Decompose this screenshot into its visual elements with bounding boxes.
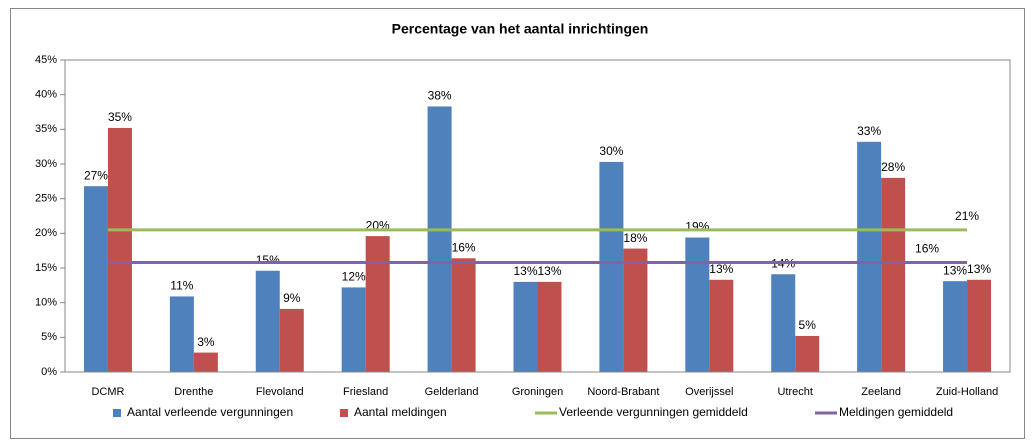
y-tick-label: 30% [35,158,57,170]
bar [685,237,710,372]
data-label: 35% [108,110,132,124]
data-label: 30% [599,144,623,158]
bar [169,296,194,372]
legend-label: Verleende vergunningen gemiddeld [559,405,748,419]
x-tick-label: Groningen [512,386,563,398]
y-tick-label: 45% [35,54,57,66]
x-tick-label: DCMR [91,386,124,398]
data-label: 3% [197,335,215,349]
y-tick-label: 15% [35,262,57,274]
bar [279,308,304,372]
legend-label: Meldingen gemiddeld [839,405,953,419]
data-label: 13% [537,264,561,278]
x-tick-label: Drenthe [174,386,213,398]
data-label: 13% [967,262,991,276]
data-label: 11% [170,279,193,293]
bar [599,161,624,372]
legend-swatch [340,409,348,417]
bar [771,274,796,372]
x-tick-label: Utrecht [777,386,812,398]
y-tick-label: 40% [35,89,57,101]
legend-label: Aantal verleende vergunningen [127,405,293,419]
chart-title: Percentage van het aantal inrichtingen [392,21,649,37]
bar [967,279,992,372]
data-label: 13% [513,264,537,278]
bar [623,248,648,372]
data-label: 38% [428,89,452,103]
y-tick-label: 10% [35,297,57,309]
bar [709,279,734,372]
data-label: 33% [857,124,881,138]
bar [107,127,132,373]
y-tick-label: 35% [35,123,57,135]
bar [83,186,108,372]
y-tick-label: 25% [35,193,57,205]
bar [255,270,280,372]
x-tick-label: Flevoland [256,386,304,398]
x-tick-label: Zuid-Holland [936,386,998,398]
data-label: 19% [685,220,709,234]
data-label: 18% [623,231,647,245]
x-tick-label: Friesland [343,386,388,398]
bar [943,281,968,372]
y-tick-label: 20% [35,227,57,239]
bar [451,258,476,372]
data-label: 16% [915,242,939,256]
bar [513,281,538,372]
legend-label: Aantal meldingen [354,405,447,419]
bar [881,177,906,372]
data-label: 13% [943,263,967,277]
bar [857,141,882,372]
bar [795,335,820,372]
data-label: 21% [955,209,979,223]
y-tick-label: 0% [41,366,57,378]
legend-swatch [113,409,121,417]
data-label: 13% [709,262,733,276]
bar [365,236,390,372]
bar [193,352,218,372]
y-tick-label: 5% [41,331,57,343]
x-tick-label: Overijssel [685,386,733,398]
x-tick-label: Gelderland [425,386,479,398]
data-label: 12% [342,270,366,284]
data-label: 27% [84,168,108,182]
data-label: 16% [452,240,476,254]
data-label: 28% [881,160,905,174]
x-tick-label: Zeeland [861,386,901,398]
bar [427,106,452,372]
bar [537,281,562,372]
data-label: 5% [799,318,817,332]
x-tick-label: Noord-Brabant [587,386,659,398]
bar [341,287,366,372]
data-label: 15% [256,253,280,267]
data-label: 9% [283,291,301,305]
